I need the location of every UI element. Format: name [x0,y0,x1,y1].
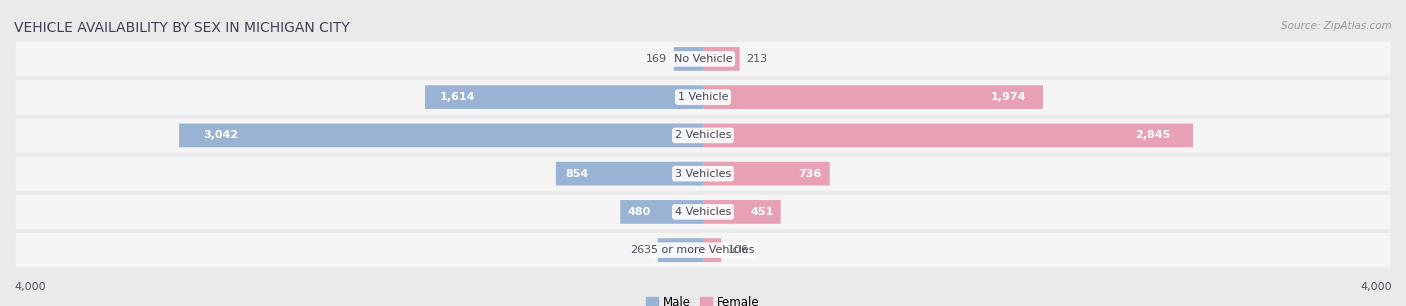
FancyBboxPatch shape [703,124,1194,147]
Text: 4,000: 4,000 [1361,282,1392,292]
Text: 263: 263 [630,245,651,255]
Text: 3,042: 3,042 [204,130,239,140]
Text: 3 Vehicles: 3 Vehicles [675,169,731,179]
Text: 480: 480 [627,207,651,217]
FancyBboxPatch shape [15,118,1391,153]
Text: 5 or more Vehicles: 5 or more Vehicles [651,245,755,255]
Text: 1,614: 1,614 [440,92,475,102]
FancyBboxPatch shape [15,195,1391,229]
Text: 4,000: 4,000 [14,282,45,292]
FancyBboxPatch shape [555,162,703,185]
FancyBboxPatch shape [425,85,703,109]
Text: 4 Vehicles: 4 Vehicles [675,207,731,217]
Text: 106: 106 [728,245,749,255]
FancyBboxPatch shape [703,85,1043,109]
Text: 736: 736 [799,169,821,179]
FancyBboxPatch shape [658,238,703,262]
Text: 1,974: 1,974 [990,92,1026,102]
FancyBboxPatch shape [15,42,1391,76]
Text: 213: 213 [747,54,768,64]
Text: 1 Vehicle: 1 Vehicle [678,92,728,102]
Legend: Male, Female: Male, Female [641,291,765,306]
Text: 451: 451 [751,207,775,217]
Text: 2 Vehicles: 2 Vehicles [675,130,731,140]
FancyBboxPatch shape [620,200,703,224]
FancyBboxPatch shape [15,156,1391,191]
FancyBboxPatch shape [15,80,1391,114]
FancyBboxPatch shape [179,124,703,147]
FancyBboxPatch shape [673,47,703,71]
FancyBboxPatch shape [703,238,721,262]
Text: 169: 169 [645,54,666,64]
FancyBboxPatch shape [703,200,780,224]
FancyBboxPatch shape [703,47,740,71]
FancyBboxPatch shape [703,162,830,185]
Text: 2,845: 2,845 [1135,130,1170,140]
Text: Source: ZipAtlas.com: Source: ZipAtlas.com [1281,21,1392,32]
Text: 854: 854 [565,169,589,179]
Text: No Vehicle: No Vehicle [673,54,733,64]
FancyBboxPatch shape [15,233,1391,267]
Text: VEHICLE AVAILABILITY BY SEX IN MICHIGAN CITY: VEHICLE AVAILABILITY BY SEX IN MICHIGAN … [14,21,350,35]
